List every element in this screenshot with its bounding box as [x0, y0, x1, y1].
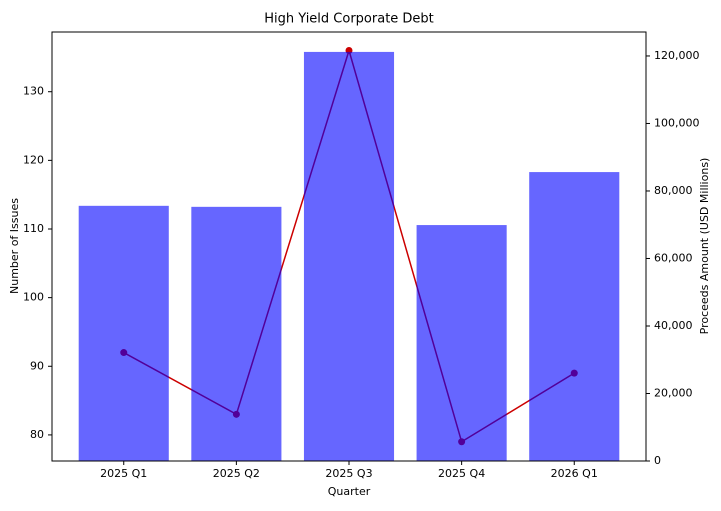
- x-tick-label: 2026 Q1: [551, 467, 598, 480]
- y2-tick-label: 100,000: [654, 116, 700, 129]
- x-tick-label: 2025 Q3: [325, 467, 372, 480]
- x-tick-label: 2025 Q1: [100, 467, 147, 480]
- chart-title: High Yield Corporate Debt: [264, 12, 434, 27]
- y2-tick-label: 20,000: [654, 386, 693, 399]
- y-tick-label: 80: [30, 428, 44, 441]
- bar: [529, 172, 620, 461]
- y-tick-label: 110: [23, 222, 44, 235]
- y2-tick-label: 60,000: [654, 251, 693, 264]
- bar: [416, 225, 507, 461]
- y2-tick-label: 80,000: [654, 184, 693, 197]
- bar: [191, 206, 282, 461]
- y-axis-label: Number of Issues: [8, 198, 21, 294]
- y-tick-label: 100: [23, 291, 44, 304]
- y-tick-label: 90: [30, 359, 44, 372]
- y-tick-label: 130: [23, 85, 44, 98]
- bar: [303, 51, 395, 461]
- x-tick-label: 2025 Q2: [213, 467, 260, 480]
- y2-axis-label: Proceeds Amount (USD Millions): [698, 158, 711, 335]
- plot-frame: [51, 31, 647, 462]
- x-tick-label: 2025 Q4: [438, 467, 485, 480]
- x-axis-label: Quarter: [328, 485, 371, 498]
- y2-tick-label: 0: [654, 454, 661, 467]
- y-tick-label: 120: [23, 153, 44, 166]
- bar: [78, 205, 169, 461]
- y2-tick-label: 120,000: [654, 49, 700, 62]
- y2-tick-label: 40,000: [654, 319, 693, 332]
